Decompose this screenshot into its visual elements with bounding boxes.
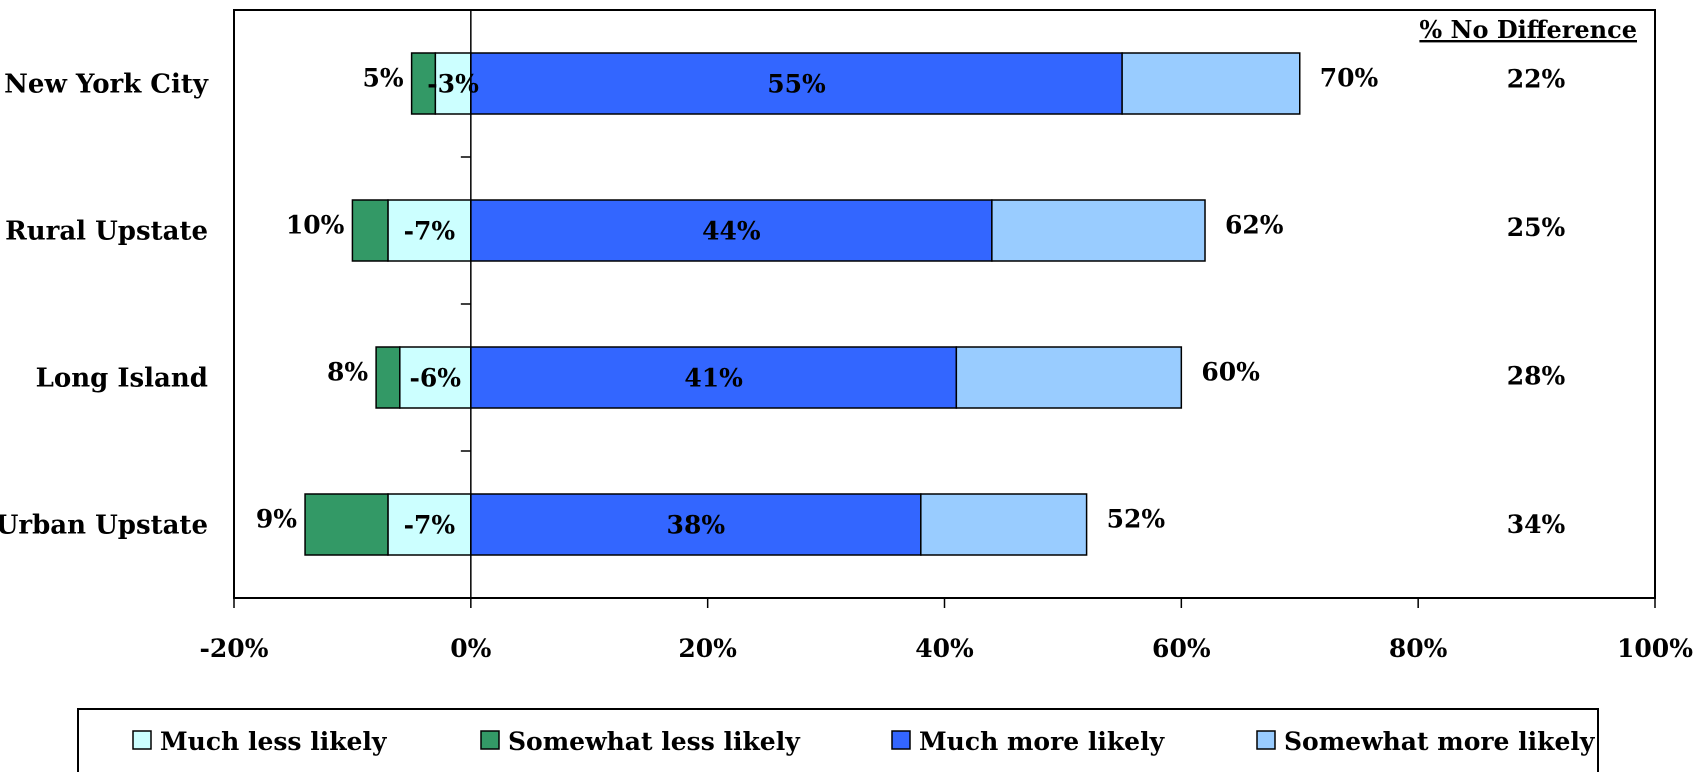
data-label-much-more-3: 38% xyxy=(667,511,726,540)
data-label-total-more-0: 70% xyxy=(1320,64,1379,93)
data-label-total-more-1: 62% xyxy=(1225,211,1284,240)
category-label-0: New York City xyxy=(4,70,209,100)
legend-label-somewhat-more: Somewhat more likely xyxy=(1284,727,1596,756)
bars-layer xyxy=(304,52,1301,556)
category-label-1: Rural Upstate xyxy=(5,217,208,247)
bar-much-more-1 xyxy=(470,199,993,262)
bar-much-less-3 xyxy=(387,493,472,556)
x-tick-label-3: 40% xyxy=(915,634,974,663)
bar-somewhat-more-1 xyxy=(991,199,1206,262)
data-label-total-more-2: 60% xyxy=(1201,358,1260,387)
data-label-much-more-0: 55% xyxy=(767,70,826,99)
legend-swatch-somewhat-more xyxy=(1256,730,1276,750)
bar-much-more-3 xyxy=(470,493,922,556)
bar-much-more-0 xyxy=(470,52,1123,115)
no-difference-header: % No Difference xyxy=(1419,15,1637,44)
labels-layer: New York City -3% 55% 5% 70% 22% Rural Upstate… xyxy=(0,64,1693,664)
data-label-total-less-3: 9% xyxy=(256,505,297,534)
legend-swatch-somewhat-less xyxy=(480,730,500,750)
bar-somewhat-more-2 xyxy=(955,346,1183,409)
bar-somewhat-less-1 xyxy=(351,199,389,262)
x-tick-label-6: 100% xyxy=(1617,634,1693,663)
legend-swatch-much-less xyxy=(132,730,152,750)
category-label-2: Long Island xyxy=(36,364,208,394)
legend-label-much-less: Much less likely xyxy=(160,727,388,756)
bar-somewhat-more-3 xyxy=(920,493,1088,556)
data-label-much-less-2: -6% xyxy=(410,364,462,393)
no-difference-value-3: 34% xyxy=(1507,510,1566,539)
bar-somewhat-less-0 xyxy=(410,52,437,115)
no-difference-value-2: 28% xyxy=(1507,362,1566,391)
data-label-total-less-0: 5% xyxy=(362,64,403,93)
x-tick-label-0: -20% xyxy=(200,634,269,663)
bar-much-less-1 xyxy=(387,199,472,262)
x-tick-label-2: 20% xyxy=(678,634,737,663)
bar-much-more-2 xyxy=(470,346,958,409)
legend: Much less likely Somewhat less likely Mu… xyxy=(77,708,1599,772)
no-difference-value-0: 22% xyxy=(1507,65,1566,94)
axis-layer xyxy=(233,10,1656,608)
data-label-total-less-1: 10% xyxy=(286,211,345,240)
legend-label-much-more: Much more likely xyxy=(919,727,1166,756)
x-tick-label-4: 60% xyxy=(1152,634,1211,663)
bar-somewhat-less-2 xyxy=(375,346,401,409)
data-label-much-more-1: 44% xyxy=(702,217,761,246)
no-difference-value-1: 25% xyxy=(1507,213,1566,242)
data-label-much-less-0: -3% xyxy=(427,70,479,99)
bar-somewhat-more-0 xyxy=(1121,52,1301,115)
legend-label-somewhat-less: Somewhat less likely xyxy=(508,727,801,756)
bar-somewhat-less-3 xyxy=(304,493,389,556)
bar-much-less-0 xyxy=(434,52,472,115)
data-label-much-less-3: -7% xyxy=(404,511,456,540)
data-label-total-less-2: 8% xyxy=(327,358,368,387)
category-label-3: Urban Upstate xyxy=(0,511,208,541)
x-tick-label-5: 80% xyxy=(1389,634,1448,663)
x-tick-label-1: 0% xyxy=(450,634,491,663)
legend-box xyxy=(77,708,1599,772)
data-label-much-less-1: -7% xyxy=(404,217,456,246)
legend-swatch-much-more xyxy=(891,730,911,750)
data-label-much-more-2: 41% xyxy=(684,364,743,393)
data-label-total-more-3: 52% xyxy=(1107,505,1166,534)
